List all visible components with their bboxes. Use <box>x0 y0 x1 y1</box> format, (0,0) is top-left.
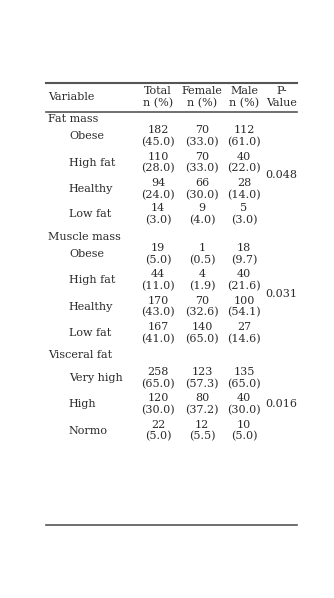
Text: 135
(65.0): 135 (65.0) <box>227 367 261 389</box>
Text: 1
(0.5): 1 (0.5) <box>189 243 215 266</box>
Text: 0.048: 0.048 <box>265 170 297 181</box>
Text: 12
(5.5): 12 (5.5) <box>189 420 215 441</box>
Text: 123
(57.3): 123 (57.3) <box>185 367 219 389</box>
Text: Healthy: Healthy <box>69 301 113 312</box>
Text: Low fat: Low fat <box>69 328 111 338</box>
Text: 182
(45.0): 182 (45.0) <box>141 126 175 148</box>
Text: Obese: Obese <box>69 132 104 142</box>
Text: 70
(33.0): 70 (33.0) <box>185 152 219 173</box>
Text: 14
(3.0): 14 (3.0) <box>145 203 171 225</box>
Text: Female
n (%): Female n (%) <box>182 86 223 108</box>
Text: 80
(37.2): 80 (37.2) <box>185 393 219 416</box>
Text: Obese: Obese <box>69 249 104 260</box>
Text: Variable: Variable <box>48 92 94 102</box>
Text: Total
n (%): Total n (%) <box>143 86 173 108</box>
Text: 66
(30.0): 66 (30.0) <box>185 178 219 200</box>
Text: 40
(22.0): 40 (22.0) <box>227 152 261 173</box>
Text: 167
(41.0): 167 (41.0) <box>141 322 175 344</box>
Text: Very high: Very high <box>69 373 123 383</box>
Text: Visceral fat: Visceral fat <box>48 350 112 360</box>
Text: 100
(54.1): 100 (54.1) <box>227 295 261 318</box>
Text: 18
(9.7): 18 (9.7) <box>231 243 257 266</box>
Text: 27
(14.6): 27 (14.6) <box>227 322 261 344</box>
Text: 10
(5.0): 10 (5.0) <box>231 420 257 441</box>
Text: 9
(4.0): 9 (4.0) <box>189 203 215 225</box>
Text: 112
(61.0): 112 (61.0) <box>227 126 261 148</box>
Text: 258
(65.0): 258 (65.0) <box>141 367 175 389</box>
Text: 94
(24.0): 94 (24.0) <box>141 178 175 200</box>
Text: 0.031: 0.031 <box>265 288 297 298</box>
Text: Healthy: Healthy <box>69 184 113 194</box>
Text: P-
Value: P- Value <box>266 86 297 108</box>
Text: 5
(3.0): 5 (3.0) <box>231 203 257 225</box>
Text: 19
(5.0): 19 (5.0) <box>145 243 171 266</box>
Text: 28
(14.0): 28 (14.0) <box>227 178 261 200</box>
Text: 120
(30.0): 120 (30.0) <box>141 393 175 416</box>
Text: High: High <box>69 399 97 410</box>
Text: High fat: High fat <box>69 158 115 167</box>
Text: 70
(33.0): 70 (33.0) <box>185 126 219 148</box>
Text: Low fat: Low fat <box>69 209 111 219</box>
Text: 140
(65.0): 140 (65.0) <box>185 322 219 344</box>
Text: 70
(32.6): 70 (32.6) <box>185 295 219 318</box>
Text: 170
(43.0): 170 (43.0) <box>141 295 175 318</box>
Text: 22
(5.0): 22 (5.0) <box>145 420 171 441</box>
Text: 110
(28.0): 110 (28.0) <box>141 152 175 173</box>
Text: Male
n (%): Male n (%) <box>229 86 259 108</box>
Text: 40
(21.6): 40 (21.6) <box>227 270 261 291</box>
Text: Normo: Normo <box>69 426 108 435</box>
Text: 4
(1.9): 4 (1.9) <box>189 270 215 291</box>
Text: Fat mass: Fat mass <box>48 114 98 124</box>
Text: Muscle mass: Muscle mass <box>48 232 121 242</box>
Text: 0.016: 0.016 <box>265 399 297 410</box>
Text: 40
(30.0): 40 (30.0) <box>227 393 261 416</box>
Text: High fat: High fat <box>69 276 115 285</box>
Text: 44
(11.0): 44 (11.0) <box>141 270 175 291</box>
